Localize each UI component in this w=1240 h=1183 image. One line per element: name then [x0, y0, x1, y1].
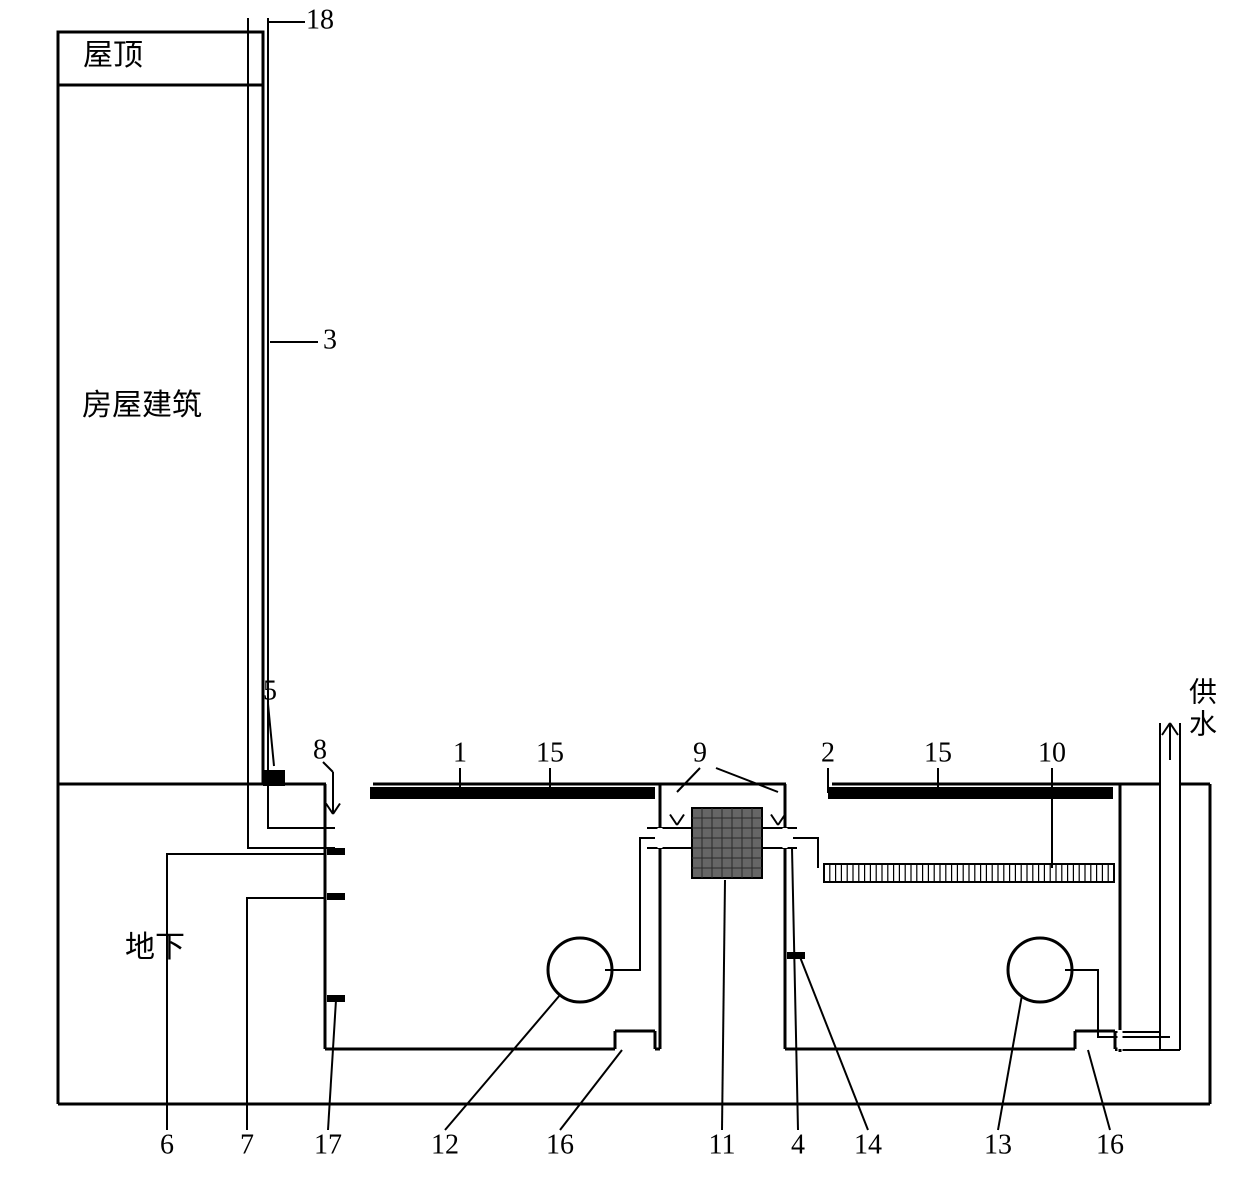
diagram-element: [167, 854, 324, 1130]
diagram-element: [998, 995, 1022, 1130]
callout-12: 12: [431, 1129, 459, 1160]
label-roof: 屋顶: [83, 39, 143, 72]
diagram-element: [560, 1050, 622, 1130]
label-building: 房屋建筑: [82, 389, 202, 422]
callout-9: 9: [693, 737, 707, 768]
rainwater-system-diagram: 屋顶房屋建筑地下 供水 18 3 5 8 1 15 9 2 15 10 6 7 17 12 16 11 4 14 13 1…: [0, 0, 1240, 1183]
label-watersupply-0: 供: [1189, 676, 1217, 708]
valve: [263, 770, 285, 786]
callout-15: 15: [924, 737, 952, 768]
tank1-cover: [370, 787, 655, 799]
callout-16: 16: [1096, 1129, 1124, 1160]
pipe-pump2-supply: [1065, 970, 1170, 1037]
diagram-element: [328, 1000, 336, 1130]
diagram-element: [445, 995, 560, 1130]
diagram-element: [771, 815, 785, 826]
diagram-element: [722, 880, 725, 1130]
callout-16: 16: [546, 1129, 574, 1160]
diagram-element: [677, 768, 700, 792]
callout-6: 6: [160, 1129, 174, 1160]
pipe-pump1-filter: [605, 838, 655, 970]
diagram-element: [268, 18, 335, 828]
sensor-s7: [327, 893, 345, 900]
callout-15: 15: [536, 737, 564, 768]
callout-4: 4: [791, 1129, 805, 1160]
filter-box: [692, 808, 762, 878]
diagram-element: [716, 768, 778, 792]
label-underground: 地下: [125, 931, 185, 964]
diagram-element: [247, 898, 324, 1130]
pump2: [1008, 938, 1072, 1002]
pump1: [548, 938, 612, 1002]
callout-5: 5: [263, 675, 277, 706]
callout-18: 18: [306, 4, 334, 35]
diagram-element: [670, 815, 684, 826]
callout-7: 7: [240, 1129, 254, 1160]
callout-3: 3: [323, 324, 337, 355]
callout-10: 10: [1038, 737, 1066, 768]
diagram-element: [1088, 1050, 1110, 1130]
callout-17: 17: [314, 1129, 342, 1160]
label-watersupply-1: 水: [1189, 708, 1217, 740]
sensor-s6: [327, 848, 345, 855]
secondary-filter: [824, 864, 1114, 882]
callout-8: 8: [313, 734, 327, 765]
diagram-element: [792, 848, 798, 1130]
callout-2: 2: [821, 737, 835, 768]
callout-1: 1: [453, 737, 467, 768]
callout-14: 14: [854, 1129, 882, 1160]
callout-11: 11: [709, 1129, 736, 1160]
pipe-tank2-upper: [793, 838, 818, 868]
callout-13: 13: [984, 1129, 1012, 1160]
diagram-element: [248, 18, 335, 848]
sensor-s14: [787, 952, 805, 959]
tank2-cover: [828, 787, 1113, 799]
